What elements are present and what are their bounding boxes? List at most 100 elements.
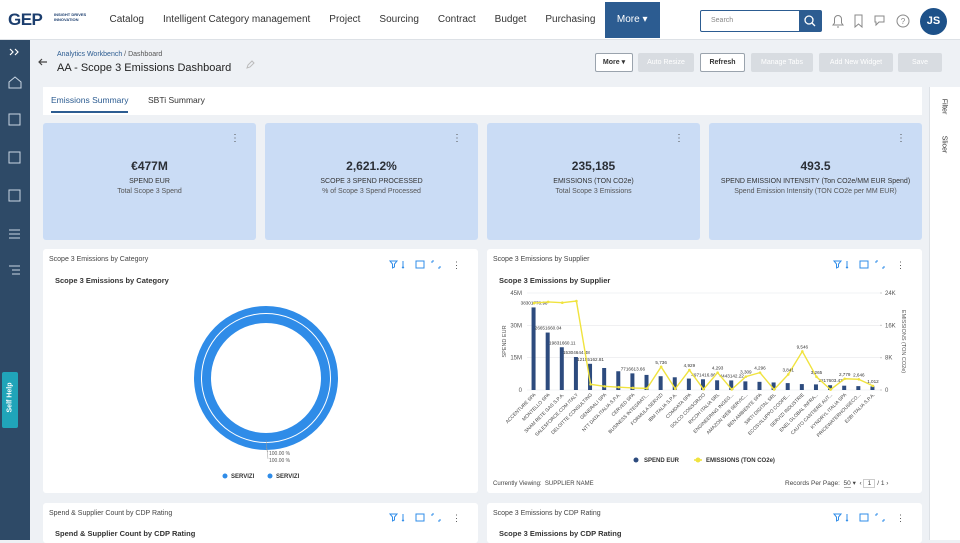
kpi-value: 235,185: [571, 159, 616, 173]
line-point: [589, 383, 592, 386]
data-label: 9,546: [797, 344, 809, 349]
widget-tools: [832, 260, 885, 269]
menu-item[interactable]: Catalog: [109, 14, 144, 25]
pager: Records Per Page: 50 ▾ ‹ 1 / 1 ›: [785, 479, 889, 488]
widget-header: Scope 3 Emissions by Supplier: [493, 256, 590, 263]
menu-item[interactable]: More ▾: [604, 2, 660, 38]
breadcrumb: Analytics Workbench / Dashboard: [57, 51, 163, 58]
kpi-value: €477M: [131, 159, 168, 173]
kpi-card: ⋮ 235,185 EMISSIONS (TON CO2e) Total Scope …: [487, 123, 700, 240]
line-point: [730, 388, 734, 391]
menu-item[interactable]: Contract: [437, 14, 476, 25]
kpi-label: EMISSIONS (TON CO2e): [553, 178, 634, 185]
kpi-menu[interactable]: ⋮: [674, 133, 684, 144]
line-point: [631, 386, 635, 390]
search-box[interactable]: Search: [700, 10, 822, 32]
line-point: [561, 301, 564, 305]
search-button[interactable]: [799, 11, 821, 31]
kpi-menu[interactable]: ⋮: [230, 133, 240, 144]
records-label: Records Per Page:: [785, 480, 840, 487]
bar: [602, 367, 607, 390]
bar: [842, 385, 847, 390]
data-label: 4,296: [754, 366, 766, 371]
viewing: Currently Viewing: SUPPLIER NAME: [493, 481, 594, 487]
widget-menu: ⋮: [896, 513, 905, 523]
legend-label: SERVIZI: [276, 474, 300, 480]
edit-icon[interactable]: [245, 60, 255, 70]
bar: [715, 380, 720, 390]
line-point: [659, 365, 663, 369]
bar: [870, 386, 875, 390]
bar: [531, 307, 536, 390]
bar: [686, 378, 691, 390]
kpi-sub: % of Scope 3 Spend Processed: [322, 188, 421, 195]
kpi-menu[interactable]: ⋮: [896, 133, 906, 144]
menu-item[interactable]: Intelligent Category management: [162, 14, 311, 25]
legend-swatch: [633, 457, 639, 463]
logo[interactable]: GEP: [8, 10, 43, 29]
menu-item[interactable]: Budget: [494, 14, 527, 25]
top-nav: GEP INSIGHT DRIVES INNOVATION Catalog Int…: [0, 0, 960, 40]
button-label: More: [602, 59, 620, 66]
kpi-menu[interactable]: ⋮: [452, 133, 462, 144]
tab[interactable]: SBTi Summary: [148, 95, 205, 105]
menu-item[interactable]: Purchasing: [545, 14, 596, 25]
y-tick-label: 15M: [510, 356, 522, 362]
line-point: [829, 388, 832, 391]
kpi-label: SPEND EUR: [129, 178, 170, 185]
line-point: [532, 301, 536, 305]
auto-resize-button[interactable]: Auto Resize: [638, 53, 694, 72]
menu-item[interactable]: Project: [329, 14, 361, 25]
data-label: 100.00 %: [269, 458, 291, 464]
per-page[interactable]: 50: [843, 480, 851, 488]
widget-title: Spend & Supplier Count by CDP Rating: [55, 529, 196, 538]
tab-active[interactable]: Emissions Summary: [51, 95, 129, 113]
sidebar-icons[interactable]: [0, 40, 30, 300]
tagline: INSIGHT DRIVES INNOVATION: [54, 12, 87, 22]
bar: [672, 377, 677, 390]
self-help-tab[interactable]: Self Help: [2, 372, 18, 428]
viewing-label: Currently Viewing:: [493, 481, 542, 487]
kpi-value: 2,621.2%: [346, 159, 397, 173]
manage-tabs-button[interactable]: Manage Tabs: [751, 53, 813, 72]
line-point: [546, 300, 550, 304]
tab-bar: Emissions Summary SBTi Summary: [43, 87, 922, 115]
widget-tools: [388, 260, 441, 269]
more-button[interactable]: More ▾: [595, 53, 633, 72]
nav-icons[interactable]: ?: [828, 12, 918, 30]
data-label: 2,779: [839, 372, 851, 377]
data-label: 4,929: [684, 363, 696, 368]
bar: [828, 385, 833, 390]
line-point: [871, 384, 875, 388]
back-arrow[interactable]: [37, 56, 49, 68]
menu: Catalog Intelligent Category management Pr…: [100, 2, 660, 38]
menu-item-label: More: [616, 14, 640, 25]
line-point: [673, 387, 677, 391]
refresh-button[interactable]: Refresh: [700, 53, 745, 72]
menu-item[interactable]: Sourcing: [379, 14, 419, 25]
kpi-value: 493.5: [800, 159, 831, 173]
avatar[interactable]: JS: [920, 8, 947, 35]
widget-tools: [832, 513, 885, 522]
sidebar: Self Help: [0, 40, 30, 540]
leader-line: [265, 439, 269, 460]
legend-label: SPEND EUR: [644, 458, 680, 464]
data-label: 2217603.43: [818, 378, 843, 383]
breadcrumb-link[interactable]: Analytics Workbench: [57, 51, 123, 58]
line-point: [843, 377, 846, 381]
y2-tick-label: 16K: [885, 323, 896, 329]
bar: [799, 384, 804, 390]
add-widget-button[interactable]: Add New Widget: [819, 53, 893, 72]
page-input[interactable]: 1: [863, 479, 876, 488]
data-label: 12155162.81: [577, 357, 604, 362]
data-label: 1,012: [867, 379, 879, 384]
save-button[interactable]: Save: [898, 53, 942, 72]
y-tick-label: 0: [519, 388, 523, 394]
widget: Scope 3 Emissions by Category: [43, 249, 478, 493]
line-point: [772, 388, 776, 391]
y2-tick-label: 24K: [885, 291, 896, 297]
bar: [743, 381, 748, 390]
data-label: 4,293: [712, 366, 724, 371]
bar: [771, 382, 776, 390]
widget-header: Scope 3 Emissions by Category: [49, 256, 149, 263]
